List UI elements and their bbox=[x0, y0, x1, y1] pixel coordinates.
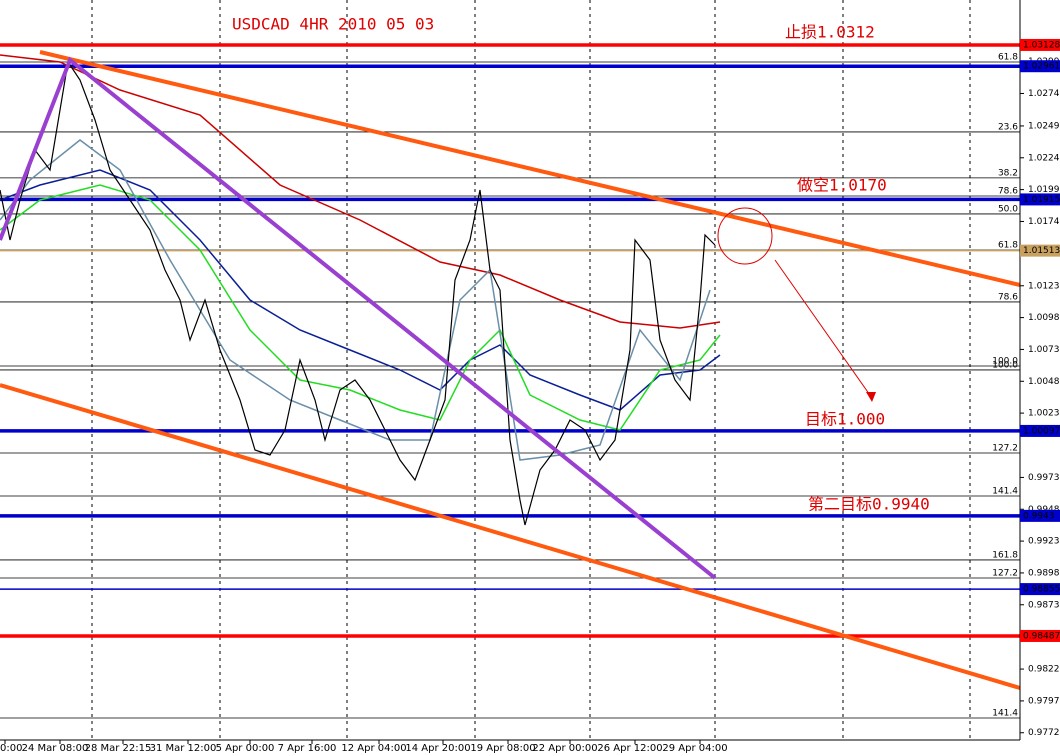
price-box bbox=[1020, 583, 1060, 596]
y-tick-label: 1.00237 bbox=[1028, 409, 1060, 419]
x-tick-label: 31 Mar 12:00 bbox=[150, 743, 217, 754]
price-box-label: 1.00097 bbox=[1023, 426, 1060, 436]
y-tick-label: 1.02492 bbox=[1028, 121, 1060, 131]
x-tick-label: 22 Apr 00:00 bbox=[532, 743, 597, 754]
y-tick-label: 0.97977 bbox=[1028, 696, 1060, 706]
fib-label: 100.0 bbox=[992, 360, 1018, 370]
annotation: 做空1.0170 bbox=[797, 176, 887, 195]
channel-lines bbox=[0, 50, 1021, 690]
y-tick-label: 1.00987 bbox=[1028, 313, 1060, 323]
price-box bbox=[1020, 629, 1060, 642]
y-tick-label: 0.99232 bbox=[1028, 537, 1060, 547]
arrow-head bbox=[866, 392, 876, 402]
x-tick-label: 7 Apr 16:00 bbox=[278, 743, 337, 754]
price-box-label: 1.01513 bbox=[1023, 246, 1060, 256]
fib-label: 78.6 bbox=[998, 292, 1018, 302]
y-tick-label: 1.01237 bbox=[1028, 281, 1060, 291]
price-box bbox=[1020, 193, 1060, 206]
price-box bbox=[1020, 424, 1060, 437]
y-tick-label: 1.02242 bbox=[1028, 153, 1060, 163]
x-tick-label: 14 Apr 20:00 bbox=[405, 743, 470, 754]
y-tick-label: 0.98982 bbox=[1028, 568, 1060, 578]
fib-label: 50.0 bbox=[998, 204, 1018, 214]
fib-label: 61.8 bbox=[998, 240, 1018, 250]
moving-averages bbox=[0, 54, 721, 461]
price-box bbox=[1020, 509, 1060, 522]
price-box-label: 1.02961 bbox=[1023, 62, 1060, 72]
y-tick-label: 1.00737 bbox=[1028, 345, 1060, 355]
fib-label: 141.4 bbox=[992, 708, 1018, 718]
x-tick-label: 29 Apr 04:00 bbox=[662, 743, 727, 754]
y-tick-label: 0.99732 bbox=[1028, 473, 1060, 483]
y-tick-label: 0.98732 bbox=[1028, 600, 1060, 610]
y-tick-label: 1.02747 bbox=[1028, 89, 1060, 99]
y-tick-label: 0.99482 bbox=[1028, 505, 1060, 515]
price-box-label: 0.98855 bbox=[1023, 585, 1060, 595]
vertical-grid bbox=[91, 0, 971, 740]
price-trace bbox=[0, 60, 716, 526]
y-tick-label: 1.01742 bbox=[1028, 217, 1060, 227]
x-tick-label: 28 Mar 22:15 bbox=[85, 743, 152, 754]
fib-label: 161.8 bbox=[992, 550, 1018, 560]
fib-label: 78.6 bbox=[998, 186, 1018, 196]
arrow bbox=[774, 259, 873, 399]
x-tick-label: 19 Apr 08:00 bbox=[470, 743, 535, 754]
y-tick-label: 1.01992 bbox=[1028, 185, 1060, 195]
x-tick-label: 24 Mar 08:00 bbox=[22, 743, 89, 754]
x-tick-label: 26 Apr 12:00 bbox=[597, 743, 662, 754]
price-box-label: 1.01915 bbox=[1023, 195, 1060, 205]
fib-label: 141.4 bbox=[992, 487, 1018, 497]
fib-label: 23.6 bbox=[998, 122, 1018, 132]
chart-title: USDCAD 4HR 2010 05 03 bbox=[232, 15, 434, 34]
x-tick-label: 0:00 bbox=[0, 743, 22, 754]
x-tick-label: 12 Apr 04:00 bbox=[341, 743, 406, 754]
y-tick-label: 0.98227 bbox=[1028, 665, 1060, 675]
price-box-label: 1.03128 bbox=[1023, 40, 1060, 50]
trend-line bbox=[0, 56, 717, 580]
annotation: 止损1.0312 bbox=[785, 23, 875, 42]
x-tick-label: 5 Apr 00:00 bbox=[216, 743, 275, 754]
highlight-circle bbox=[717, 207, 773, 265]
price-box-label: 0.98487 bbox=[1023, 631, 1060, 641]
fib-label: 127.2 bbox=[992, 569, 1018, 579]
price-box-label: 0.9943 bbox=[1023, 511, 1055, 521]
annotation: 目标1.000 bbox=[805, 410, 885, 429]
fib-label: 61.8 bbox=[998, 53, 1018, 63]
fib-label: 38.2 bbox=[998, 168, 1018, 178]
fib-label: 100.0 bbox=[992, 356, 1018, 366]
price-box bbox=[1020, 244, 1060, 257]
y-tick-label: 1.00487 bbox=[1028, 377, 1060, 387]
price-box bbox=[1020, 38, 1060, 51]
fib-label: 127.2 bbox=[992, 443, 1018, 453]
price-box bbox=[1020, 60, 1060, 73]
annotation: 第二目标0.9940 bbox=[808, 495, 930, 514]
y-tick-label: 0.97727 bbox=[1028, 728, 1060, 738]
